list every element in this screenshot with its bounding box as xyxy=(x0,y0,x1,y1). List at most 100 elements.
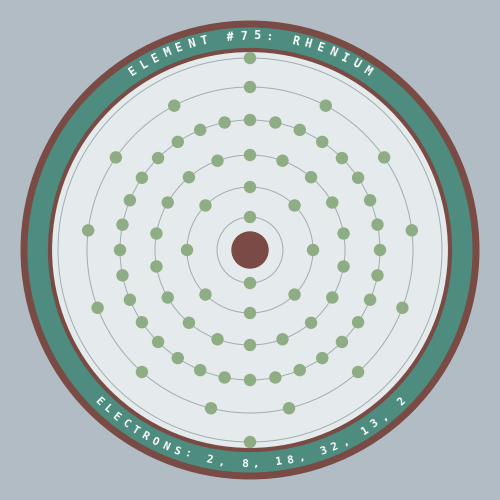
Circle shape xyxy=(244,308,256,318)
Text: 5: 5 xyxy=(253,30,260,43)
Circle shape xyxy=(136,172,147,184)
Text: R: R xyxy=(140,430,150,442)
Circle shape xyxy=(270,372,281,383)
Text: E: E xyxy=(126,64,139,78)
Circle shape xyxy=(184,172,194,182)
Circle shape xyxy=(136,316,147,328)
Circle shape xyxy=(50,50,450,450)
Circle shape xyxy=(338,228,349,239)
Circle shape xyxy=(184,318,194,328)
Circle shape xyxy=(336,152,347,164)
Circle shape xyxy=(169,100,180,111)
Text: ,: , xyxy=(340,436,350,448)
Circle shape xyxy=(232,232,268,268)
Circle shape xyxy=(244,114,256,126)
Circle shape xyxy=(244,340,256,350)
Text: I: I xyxy=(338,50,350,66)
Circle shape xyxy=(244,374,256,386)
Circle shape xyxy=(277,334,288,345)
Circle shape xyxy=(244,52,256,64)
Circle shape xyxy=(244,150,256,160)
Text: 1: 1 xyxy=(360,424,370,436)
Text: E: E xyxy=(150,50,162,66)
Text: C: C xyxy=(120,418,131,430)
Text: ,: , xyxy=(252,459,260,469)
Circle shape xyxy=(378,152,390,163)
Circle shape xyxy=(200,289,211,300)
Circle shape xyxy=(244,436,256,448)
Text: 3: 3 xyxy=(319,445,328,457)
Circle shape xyxy=(212,334,223,345)
Circle shape xyxy=(172,136,184,147)
Text: T: T xyxy=(130,424,140,436)
Text: :: : xyxy=(266,30,274,44)
Circle shape xyxy=(294,364,305,376)
Circle shape xyxy=(406,225,418,236)
Circle shape xyxy=(289,289,300,300)
Circle shape xyxy=(22,22,478,478)
Circle shape xyxy=(372,219,383,230)
Text: M: M xyxy=(361,64,374,78)
Circle shape xyxy=(270,117,281,128)
Text: ,: , xyxy=(217,456,225,468)
Circle shape xyxy=(316,136,328,147)
Circle shape xyxy=(117,219,128,230)
Circle shape xyxy=(162,292,173,303)
Circle shape xyxy=(289,200,300,211)
Circle shape xyxy=(200,200,211,211)
Text: :: : xyxy=(182,449,192,460)
Circle shape xyxy=(195,364,206,376)
Circle shape xyxy=(364,294,376,305)
Circle shape xyxy=(151,228,162,239)
Circle shape xyxy=(110,152,122,163)
Circle shape xyxy=(162,197,173,208)
Circle shape xyxy=(92,302,103,314)
Text: S: S xyxy=(172,445,181,457)
Text: 2: 2 xyxy=(206,454,214,466)
Text: 2: 2 xyxy=(396,396,407,407)
Text: U: U xyxy=(350,57,362,72)
Circle shape xyxy=(352,316,364,328)
Text: E: E xyxy=(110,411,122,423)
Text: T: T xyxy=(200,34,209,48)
Circle shape xyxy=(244,182,256,192)
Circle shape xyxy=(306,318,316,328)
Circle shape xyxy=(316,352,328,364)
Circle shape xyxy=(117,270,128,281)
Text: E: E xyxy=(174,40,185,56)
Text: E: E xyxy=(315,40,326,56)
Circle shape xyxy=(336,336,347,347)
Circle shape xyxy=(244,82,256,92)
Text: R: R xyxy=(290,34,300,48)
Text: E: E xyxy=(93,396,104,407)
Circle shape xyxy=(212,155,223,166)
Text: N: N xyxy=(160,440,170,452)
Circle shape xyxy=(136,366,147,378)
Circle shape xyxy=(352,172,364,184)
Circle shape xyxy=(172,352,184,364)
Circle shape xyxy=(364,195,376,206)
Circle shape xyxy=(327,292,338,303)
Circle shape xyxy=(195,124,206,136)
Text: H: H xyxy=(303,37,314,52)
Circle shape xyxy=(320,100,331,111)
Circle shape xyxy=(114,244,126,256)
Text: 2: 2 xyxy=(330,440,340,452)
Text: L: L xyxy=(138,57,150,72)
Circle shape xyxy=(82,225,94,236)
Text: ,: , xyxy=(378,411,390,423)
Text: M: M xyxy=(162,46,173,60)
Text: 1: 1 xyxy=(275,456,283,468)
Circle shape xyxy=(338,261,349,272)
Circle shape xyxy=(327,197,338,208)
Circle shape xyxy=(397,302,408,314)
Text: ,: , xyxy=(297,452,306,464)
Text: 8: 8 xyxy=(240,459,248,469)
Circle shape xyxy=(306,172,316,182)
Text: 7: 7 xyxy=(240,30,247,43)
Text: 8: 8 xyxy=(286,454,294,466)
Circle shape xyxy=(124,195,136,206)
Text: #: # xyxy=(226,30,234,44)
Text: 3: 3 xyxy=(369,418,380,430)
Circle shape xyxy=(152,336,164,347)
